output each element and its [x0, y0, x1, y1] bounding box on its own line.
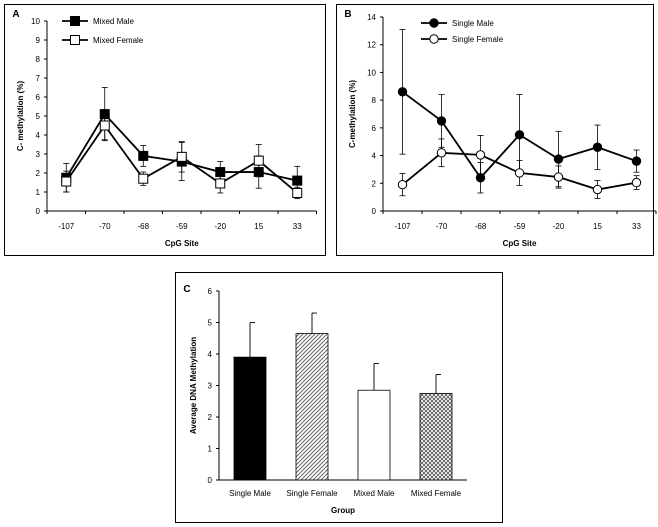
y-tick-label: 6: [372, 124, 377, 133]
data-point: [475, 150, 486, 160]
legend-label: Mixed Female: [93, 36, 144, 45]
data-point: [99, 109, 110, 120]
x-tick-label: 33: [632, 222, 641, 231]
y-tick-label: 6: [36, 93, 41, 102]
y-tick-label: 4: [372, 152, 377, 161]
y-tick-label: 2: [372, 179, 377, 188]
legend-marker: [429, 18, 439, 28]
y-tick-label: 2: [208, 413, 213, 422]
y-tick-label: 0: [208, 476, 213, 485]
y-tick-label: 8: [372, 96, 377, 105]
legend-label: Single Male: [452, 19, 494, 28]
data-point: [475, 173, 486, 183]
y-tick-label: 14: [367, 13, 376, 22]
y-tick-label: 10: [367, 68, 376, 77]
data-point: [514, 168, 525, 178]
y-tick-label: 0: [372, 207, 377, 216]
x-tick-label: -70: [436, 222, 448, 231]
x-tick-label: -59: [176, 222, 188, 231]
legend-marker: [429, 34, 439, 44]
data-point: [253, 155, 264, 166]
panel-c: C 0 1 2 3 4 5 6 Single Male Single Female Mixed Ma…: [175, 272, 503, 523]
x-tick-label: -20: [214, 222, 226, 231]
x-tick-label: -68: [137, 222, 149, 231]
y-tick-label: 12: [367, 41, 376, 50]
bar: [295, 333, 329, 481]
data-point: [397, 87, 408, 97]
y-tick-label: 2: [36, 169, 41, 178]
y-tick-label: 4: [36, 131, 41, 140]
data-point: [215, 167, 226, 178]
y-tick-label: 4: [208, 350, 213, 359]
data-point: [436, 116, 447, 126]
data-point: [436, 148, 447, 158]
x-tick-label: -70: [99, 222, 111, 231]
data-point: [631, 156, 642, 166]
legend-marker: [70, 16, 80, 26]
y-tick-label: 5: [208, 319, 213, 328]
x-tick-label: 33: [293, 222, 302, 231]
data-point: [253, 167, 264, 178]
legend-label: Mixed Male: [93, 17, 134, 26]
data-point: [138, 150, 149, 161]
y-tick-label: 1: [208, 445, 213, 454]
y-tick-label: 10: [31, 17, 40, 26]
y-axis-title: Average DNA Methylation: [189, 337, 198, 434]
x-tick-label: -68: [475, 222, 487, 231]
panel-b: B 0 2 4 6 8 10 12 14 -107 -70 -68 -59 -20 15 33 Single M…: [336, 4, 657, 256]
y-tick-label: 1: [36, 188, 41, 197]
x-tick-label: 15: [254, 222, 263, 231]
bar: [233, 356, 267, 481]
data-point: [631, 177, 642, 188]
legend-marker: [70, 35, 80, 45]
x-tick-label: -107: [58, 222, 75, 231]
x-tick-label: Single Male: [229, 489, 271, 498]
panel-label: B: [344, 9, 351, 20]
y-axis-title: C- methylation (%): [16, 81, 25, 152]
chart-c-svg: C 0 1 2 3 4 5 6 Single Male Single Female Mixed Ma…: [183, 284, 467, 515]
data-point: [553, 172, 564, 182]
data-point: [553, 154, 564, 164]
bar: [419, 392, 453, 481]
x-axis-title: CpG Site: [165, 239, 199, 248]
y-tick-label: 7: [36, 74, 41, 83]
data-point: [99, 120, 110, 131]
x-axis-title: CpG Site: [503, 239, 537, 248]
y-tick-label: 6: [208, 287, 213, 296]
x-tick-label: Mixed Male: [354, 489, 395, 498]
data-point: [514, 130, 525, 140]
data-point: [592, 184, 603, 195]
y-axis-title: C-methylation (%): [348, 80, 357, 148]
panel-label: C: [183, 284, 190, 295]
panel-label: A: [12, 9, 19, 20]
y-tick-label: 5: [36, 112, 41, 121]
data-point: [176, 151, 187, 162]
x-axis-title: Group: [331, 506, 355, 515]
x-tick-label: Single Female: [286, 489, 338, 498]
x-tick-label: -59: [514, 222, 526, 231]
data-point: [397, 179, 408, 190]
x-tick-label: -20: [553, 222, 565, 231]
x-tick-label: Mixed Female: [411, 489, 462, 498]
y-tick-label: 0: [36, 207, 41, 216]
bar: [357, 389, 391, 481]
data-point: [138, 173, 149, 184]
data-point: [215, 178, 226, 189]
data-point: [61, 176, 72, 187]
chart-a-svg: A 0 1 2 3 4 5 6 7 8 9 10 -107 -70 -68 -59 -20 15 33 Mixed M…: [12, 9, 317, 248]
chart-b-svg: B 0 2 4 6 8 10 12 14 -107 -70 -68 -59 -20 15 33 Single M…: [344, 9, 657, 248]
y-tick-label: 8: [36, 55, 41, 64]
data-point: [292, 175, 303, 186]
panel-a: A 0 1 2 3 4 5 6 7 8 9 10 -107 -70 -68 -59 -20 15 33 Mixed M…: [4, 4, 326, 256]
x-tick-label: -107: [394, 222, 411, 231]
y-tick-label: 9: [36, 36, 41, 45]
y-tick-label: 3: [208, 382, 213, 391]
legend-label: Single Female: [452, 35, 504, 44]
y-tick-label: 3: [36, 150, 41, 159]
x-tick-label: 15: [593, 222, 602, 231]
data-point: [592, 142, 603, 152]
data-point: [292, 187, 303, 198]
